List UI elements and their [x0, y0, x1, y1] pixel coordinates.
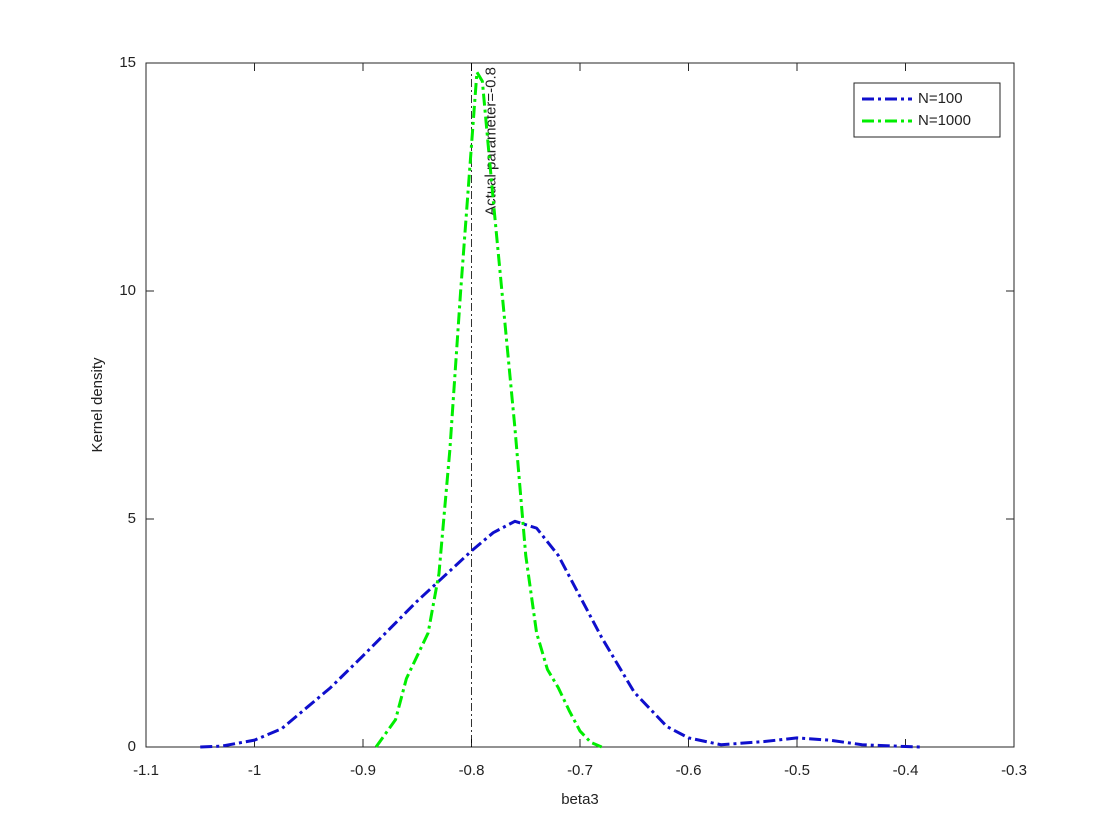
x-tick-label: -0.4 [893, 762, 919, 779]
x-tick-label: -0.8 [459, 762, 485, 779]
y-tick-label: 10 [119, 282, 136, 299]
y-tick-label: 5 [128, 510, 136, 527]
x-tick-label: -0.9 [350, 762, 376, 779]
y-tick-label: 0 [128, 738, 136, 755]
x-tick-label: -0.6 [676, 762, 702, 779]
reference-label: Actual parameter=-0.8 [482, 67, 499, 216]
data-line [374, 70, 603, 749]
data-line [200, 519, 922, 749]
y-axis-label: Kernel density [89, 357, 106, 453]
legend-box [853, 82, 1001, 138]
y-tick-label: 15 [119, 54, 136, 71]
x-tick-label: -0.7 [567, 762, 593, 779]
x-tick-label: -0.5 [784, 762, 810, 779]
x-axis-label: beta3 [561, 791, 599, 808]
x-tick-label: -0.3 [1001, 762, 1027, 779]
legend-label: N=100 [918, 90, 963, 107]
x-tick-label: -1 [248, 762, 261, 779]
legend-label: N=1000 [918, 112, 971, 129]
x-tick-label: -1.1 [133, 762, 159, 779]
